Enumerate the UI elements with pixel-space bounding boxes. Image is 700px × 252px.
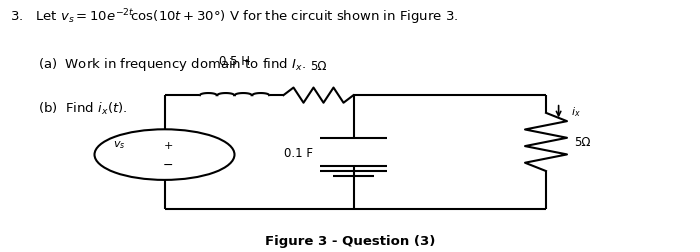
Text: (b)  Find $i_x(t)$.: (b) Find $i_x(t)$. — [38, 101, 128, 117]
Text: 3.   Let $v_s = 10e^{-2t}\!\cos(10t + 30°)$ V for the circuit shown in Figure 3.: 3. Let $v_s = 10e^{-2t}\!\cos(10t + 30°)… — [10, 8, 458, 27]
Text: $v_s$: $v_s$ — [113, 139, 125, 151]
Text: 5Ω: 5Ω — [574, 136, 591, 149]
Text: −: − — [162, 158, 174, 171]
Text: 0.5 H: 0.5 H — [219, 55, 250, 68]
Text: Figure 3 - Question (3): Figure 3 - Question (3) — [265, 234, 435, 247]
Text: 0.1 F: 0.1 F — [284, 146, 313, 159]
Text: (a)  Work in frequency domain to find $I_x$.: (a) Work in frequency domain to find $I_… — [38, 55, 307, 72]
Text: $i_x$: $i_x$ — [571, 105, 581, 119]
Text: 5Ω: 5Ω — [310, 60, 327, 73]
Text: +: + — [163, 140, 173, 150]
